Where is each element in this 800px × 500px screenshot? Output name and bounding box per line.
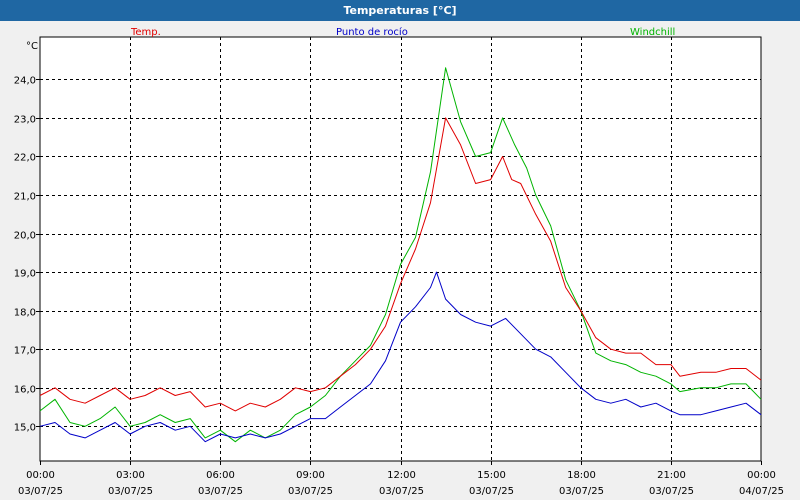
x-tick-date: 03/07/25 (649, 486, 694, 497)
x-tick-time: 09:00 (296, 470, 325, 481)
legend-dew: Punto de rocío (336, 26, 408, 38)
x-tick-date: 03/07/25 (198, 486, 243, 497)
x-tick-time: 00:00 (747, 470, 776, 481)
series-line-dew (39, 271, 762, 443)
y-tick-label: 16,0 (14, 385, 36, 396)
legend-windchill: Windchill (630, 27, 675, 38)
y-tick-label: 22,0 (14, 153, 36, 164)
y-tick-label: 20,0 (14, 231, 36, 242)
x-tick-date: 03/07/25 (469, 486, 514, 497)
x-tick-time: 21:00 (657, 470, 686, 481)
y-tick-label: 23,0 (14, 115, 36, 126)
series-line-windchill (39, 67, 762, 443)
y-tick-label: 21,0 (14, 192, 36, 203)
x-tick-time: 15:00 (477, 470, 506, 481)
x-tick-time: 03:00 (116, 470, 145, 481)
x-tick-time: 06:00 (206, 470, 235, 481)
x-axis: 00:00 03/07/25 03:00 03/07/25 06:00 03/07/25 0… (18, 461, 784, 497)
legend-temp: Temp. (130, 27, 161, 38)
x-tick-date: 03/07/25 (288, 486, 333, 497)
y-tick-label: 24,0 (14, 76, 36, 87)
series-group (39, 67, 762, 443)
x-tick-date: 03/07/25 (379, 486, 424, 497)
y-axis-unit: °C (26, 41, 38, 52)
grid (40, 37, 761, 461)
y-tick-label: 17,0 (14, 346, 36, 357)
series-line-temp (39, 117, 762, 412)
y-tick-label: 18,0 (14, 308, 36, 319)
y-tick-label: 19,0 (14, 269, 36, 280)
x-tick-date: 03/07/25 (108, 486, 153, 497)
window-title: Temperaturas [°C] (0, 0, 800, 21)
plot-area (39, 36, 762, 462)
x-tick-date: 03/07/25 (559, 486, 604, 497)
y-tick-label: 15,0 (14, 423, 36, 434)
y-axis: 15,0 16,0 17,0 18,0 19,0 20,0 21,0 22,0 23,0 24,0 (14, 76, 40, 434)
x-tick-date: 04/07/25 (739, 486, 784, 497)
x-tick-time: 00:00 (26, 470, 55, 481)
x-tick-time: 12:00 (387, 470, 416, 481)
x-tick-time: 18:00 (567, 470, 596, 481)
x-tick-date: 03/07/25 (18, 486, 63, 497)
